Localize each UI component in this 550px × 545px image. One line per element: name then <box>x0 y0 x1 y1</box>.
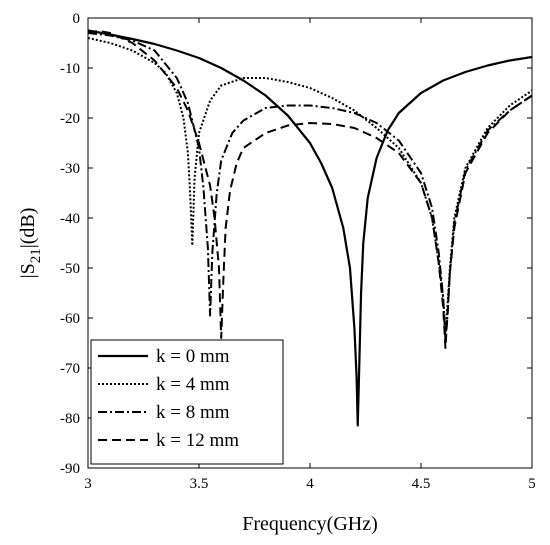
y-tick-label: -40 <box>60 211 80 227</box>
series-line <box>88 29 532 427</box>
x-tick-label: 3.5 <box>190 476 209 492</box>
y-tick-label: -50 <box>60 261 80 277</box>
legend-label: k = 8 mm <box>156 402 230 423</box>
legend: k = 0 mm k = 4 mm k = 8 mm k = 12 mm <box>90 339 284 465</box>
x-axis-title: Frequency(GHz) <box>242 513 378 535</box>
y-axis-title: |S21|(dB) <box>17 208 44 279</box>
plot-frame <box>87 17 533 469</box>
y-tick-label: -90 <box>60 461 80 477</box>
series-layer <box>88 29 532 427</box>
x-tick-label: 5 <box>528 476 536 492</box>
y-axis-title-subscript: 21 <box>28 248 44 263</box>
legend-label: k = 0 mm <box>156 346 230 367</box>
x-tick-label: 4.5 <box>412 476 431 492</box>
series-line <box>88 30 532 349</box>
x-axis: 3 3.5 4 4.5 5 <box>84 18 536 492</box>
legend-box <box>90 339 284 465</box>
legend-label: k = 12 mm <box>156 430 239 451</box>
y-tick-label: -30 <box>60 161 80 177</box>
y-tick-label: -20 <box>60 111 80 127</box>
x-tick-label: 3 <box>84 476 92 492</box>
y-axis-title-main: |S <box>17 263 39 278</box>
y-axis: 0 -10 -20 -30 -40 -50 -60 -70 -80 -90 <box>60 11 532 477</box>
y-axis-title-tail: |(dB) <box>17 208 39 249</box>
y-tick-label: -70 <box>60 361 80 377</box>
x-tick-label: 4 <box>306 476 314 492</box>
y-tick-label: 0 <box>73 11 81 27</box>
legend-label: k = 4 mm <box>156 374 230 395</box>
y-tick-label: -80 <box>60 411 80 427</box>
y-tick-label: -60 <box>60 311 80 327</box>
y-tick-label: -10 <box>60 61 80 77</box>
